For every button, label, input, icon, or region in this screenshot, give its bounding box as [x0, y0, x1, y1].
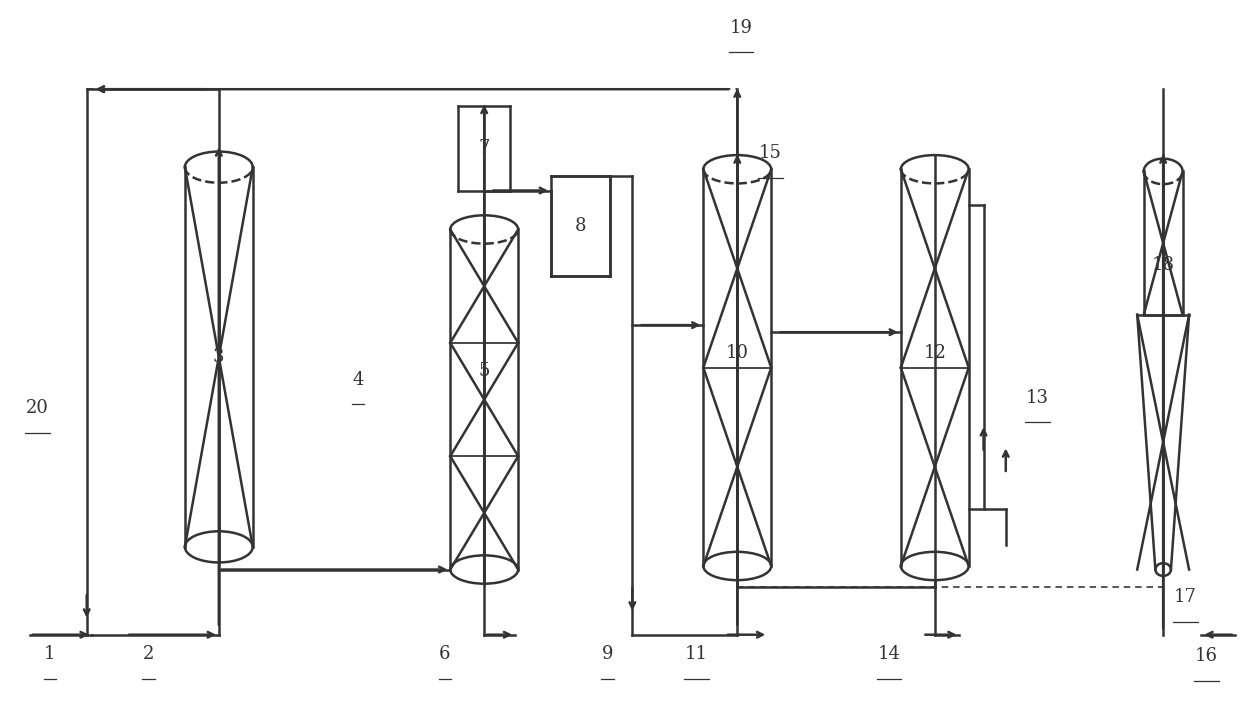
Text: 16: 16	[1195, 647, 1218, 665]
Text: 13: 13	[1025, 388, 1049, 406]
Text: 10: 10	[725, 344, 749, 363]
Text: 6: 6	[439, 645, 450, 663]
Text: 9: 9	[601, 645, 614, 663]
Text: 19: 19	[729, 19, 753, 37]
Text: 18: 18	[1152, 256, 1174, 274]
Text: 15: 15	[759, 144, 782, 162]
Text: 11: 11	[684, 645, 708, 663]
Text: 1: 1	[43, 645, 56, 663]
Text: 17: 17	[1174, 588, 1197, 606]
Text: 5: 5	[479, 362, 490, 380]
Text: 8: 8	[575, 217, 587, 235]
Text: 7: 7	[479, 139, 490, 157]
Text: 14: 14	[878, 645, 900, 663]
Text: 2: 2	[143, 645, 154, 663]
Text: 20: 20	[26, 399, 48, 417]
Text: 12: 12	[924, 344, 946, 363]
Text: 4: 4	[352, 371, 365, 389]
Text: 3: 3	[213, 348, 224, 366]
